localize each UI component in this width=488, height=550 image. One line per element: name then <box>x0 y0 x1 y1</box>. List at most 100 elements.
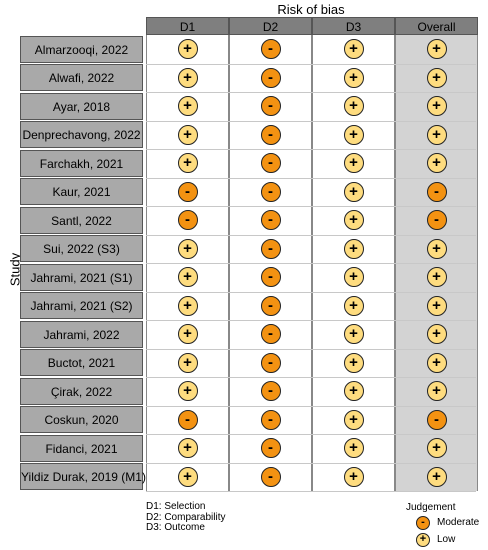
low-risk-dot: + <box>343 124 364 145</box>
moderate-risk-dot: - <box>260 267 281 288</box>
low-risk-dot: + <box>177 124 198 145</box>
row-separator <box>146 149 476 150</box>
column-header: D2 <box>229 17 312 35</box>
moderate-risk-dot: - <box>260 238 281 259</box>
study-label: Alwafi, 2022 <box>20 64 143 91</box>
row-separator <box>146 377 476 378</box>
moderate-risk-dot: - <box>426 409 447 430</box>
low-risk-dot: + <box>343 267 364 288</box>
low-risk-dot: + <box>426 153 447 174</box>
low-risk-dot: + <box>343 409 364 430</box>
low-risk-dot: + <box>177 438 198 459</box>
row-separator <box>146 206 476 207</box>
low-risk-dot: + <box>343 295 364 316</box>
low-risk-dot: + <box>343 438 364 459</box>
legend-label: Low <box>437 534 456 545</box>
legend-label: Moderate <box>437 517 480 528</box>
low-risk-dot: + <box>343 210 364 231</box>
study-label: Sui, 2022 (S3) <box>20 235 143 262</box>
row-separator <box>146 462 476 464</box>
moderate-risk-dot: - <box>177 409 198 430</box>
low-risk-dot: + <box>426 324 447 345</box>
row-separator <box>146 63 476 65</box>
study-label: Fidanci, 2021 <box>20 434 143 462</box>
low-risk-dot: + <box>177 381 198 402</box>
moderate-risk-dot: - <box>260 409 281 430</box>
low-risk-dot: + <box>177 466 198 487</box>
low-risk-dot: + <box>343 466 364 487</box>
moderate-risk-dot: - <box>260 67 281 88</box>
moderate-risk-dot: - <box>260 39 281 60</box>
low-risk-dot: + <box>426 67 447 88</box>
study-label: Çirak, 2022 <box>20 377 143 405</box>
low-risk-dot: + <box>177 238 198 259</box>
row-separator <box>146 92 476 93</box>
domain-note: D3: Outcome <box>146 522 205 533</box>
low-risk-dot: + <box>426 295 447 316</box>
domain-note: D1: Selection <box>146 501 206 512</box>
row-separator <box>146 120 476 122</box>
moderate-risk-dot: - <box>260 438 281 459</box>
study-label: Almarzooqi, 2022 <box>20 35 143 63</box>
moderate-risk-dot: - <box>260 295 281 316</box>
low-risk-dot: + <box>343 238 364 259</box>
low-risk-dot: + <box>177 39 198 60</box>
moderate-risk-dot: - <box>177 210 198 231</box>
study-label: Denprechavong, 2022 <box>20 121 143 148</box>
low-risk-dot: + <box>343 324 364 345</box>
study-label: Santl, 2022 <box>20 206 143 234</box>
low-risk-dot: + <box>177 67 198 88</box>
chart-title: Risk of bias <box>277 2 345 17</box>
low-risk-dot: + <box>343 181 364 202</box>
study-label: Jahrami, 2021 (S2) <box>20 292 143 319</box>
moderate-risk-dot: - <box>260 153 281 174</box>
study-label: Coskun, 2020 <box>20 406 143 433</box>
study-label: Buctot, 2021 <box>20 349 143 376</box>
moderate-risk-dot: - <box>260 352 281 373</box>
domain-note: D2: Comparability <box>146 511 226 523</box>
moderate-risk-dot: - <box>260 124 281 145</box>
row-separator <box>146 263 476 264</box>
low-risk-dot: + <box>426 267 447 288</box>
low-risk-dot: + <box>177 352 198 373</box>
study-label: Yildiz Durak, 2019 (M1) <box>20 463 146 490</box>
low-risk-dot: + <box>426 438 447 459</box>
column-header: D1 <box>146 17 229 35</box>
moderate-risk-dot: - <box>426 181 447 202</box>
legend-low-icon: + <box>416 533 430 547</box>
low-risk-dot: + <box>343 381 364 402</box>
column-header: D3 <box>312 17 395 35</box>
low-risk-dot: + <box>343 96 364 117</box>
study-label: Kaur, 2021 <box>20 178 143 205</box>
legend-moderate-icon: - <box>416 516 430 530</box>
low-risk-dot: + <box>343 39 364 60</box>
low-risk-dot: + <box>426 39 447 60</box>
low-risk-dot: + <box>177 324 198 345</box>
row-separator <box>146 177 476 179</box>
low-risk-dot: + <box>177 267 198 288</box>
low-risk-dot: + <box>177 295 198 316</box>
low-risk-dot: + <box>177 96 198 117</box>
low-risk-dot: + <box>343 153 364 174</box>
domain-notes: D1: Selection D2: Comparability D3: Outc… <box>146 501 226 534</box>
low-risk-dot: + <box>177 153 198 174</box>
row-separator <box>146 491 476 492</box>
study-label: Farchakh, 2021 <box>20 149 143 177</box>
column-header: Overall <box>395 17 478 35</box>
low-risk-dot: + <box>343 352 364 373</box>
low-risk-dot: + <box>426 381 447 402</box>
moderate-risk-dot: - <box>260 96 281 117</box>
study-label: Ayar, 2018 <box>20 92 143 120</box>
moderate-risk-dot: - <box>260 324 281 345</box>
moderate-risk-dot: - <box>426 210 447 231</box>
moderate-risk-dot: - <box>177 181 198 202</box>
legend-title: Judgement <box>406 502 456 513</box>
low-risk-dot: + <box>426 124 447 145</box>
low-risk-dot: + <box>426 352 447 373</box>
moderate-risk-dot: - <box>260 210 281 231</box>
moderate-risk-dot: - <box>260 181 281 202</box>
study-label: Jahrami, 2022 <box>20 320 143 348</box>
low-risk-dot: + <box>426 96 447 117</box>
row-separator <box>146 291 476 293</box>
row-separator <box>146 405 476 407</box>
